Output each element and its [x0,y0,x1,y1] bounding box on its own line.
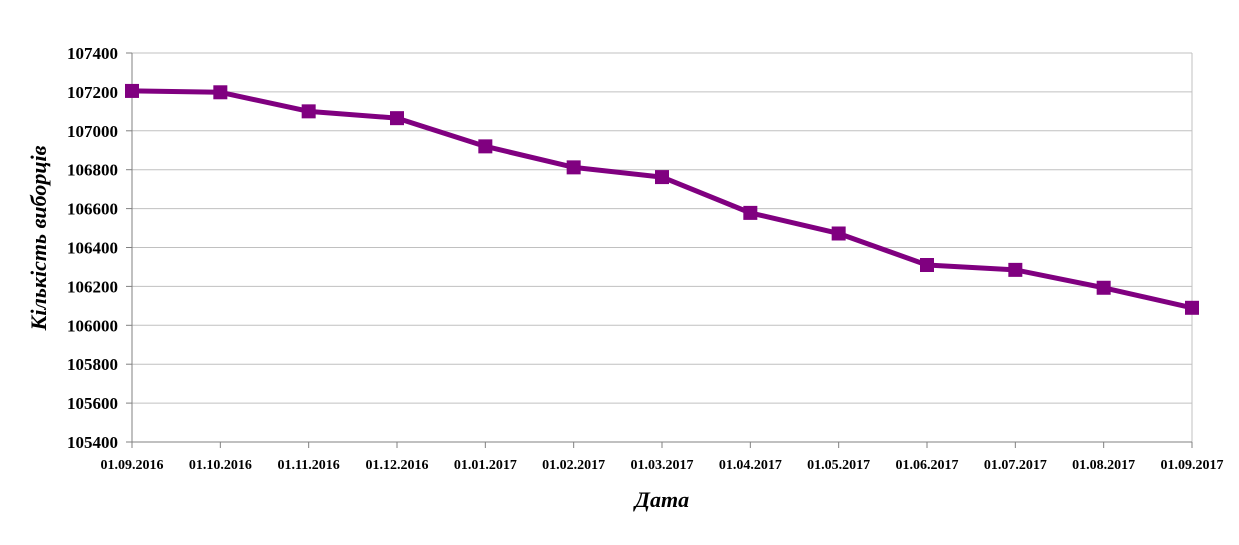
data-point-marker [125,83,139,98]
data-point-marker [655,170,669,185]
data-point-marker [213,85,228,100]
data-point-marker [1008,262,1023,277]
y-tick-label: 105800 [67,355,118,374]
y-tick-label: 107000 [67,122,118,141]
x-tick-label: 01.05.2017 [807,458,870,473]
x-tick-labels: 01.09.2016 01.10.2016 01.11.2016 01.12.2016… [101,458,1224,473]
x-tick-label: 01.08.2017 [1072,458,1135,473]
x-tick-label: 01.06.2017 [896,458,959,473]
x-tick-label: 01.07.2017 [984,458,1047,473]
data-point-marker [743,205,758,220]
gridlines [132,52,1193,443]
y-tick-label: 106800 [67,161,118,180]
y-tick-label: 105600 [67,394,118,413]
data-point-marker [566,160,581,175]
x-tick-label: 01.04.2017 [719,458,782,473]
y-tick-label: 106200 [67,277,118,296]
y-tick-label: 105400 [67,433,118,452]
series-line [131,88,1193,311]
x-tick-label: 01.09.2017 [1161,458,1224,473]
x-tick-label: 01.02.2017 [542,458,605,473]
y-tick-label: 106000 [67,316,118,335]
data-point-marker [920,258,934,273]
data-point-marker [831,226,846,241]
x-tick-label: 01.11.2016 [278,458,340,473]
y-tick-labels: 105400 105600 105800 106000 106200 106400 1066… [67,44,118,452]
series [125,83,1199,315]
x-tick-label: 01.12.2016 [366,458,429,473]
data-point-marker [1185,300,1199,315]
x-axis-title: Дата [633,487,689,512]
y-tick-label: 106400 [67,239,118,258]
y-axis-title: Кількість виборців [26,145,51,331]
x-tick-label: 01.10.2016 [189,458,252,473]
data-point-marker [478,139,493,154]
data-point-marker [390,111,404,126]
y-tick-label: 107400 [67,44,118,63]
y-tick-label: 107200 [67,83,118,102]
x-tick-label: 01.09.2016 [101,458,164,473]
y-tick-label: 106600 [67,200,118,219]
x-tick-label: 01.01.2017 [454,458,517,473]
data-point-marker [301,104,316,119]
data-point-marker [1096,280,1111,295]
axes [126,52,1193,448]
x-tick-label: 01.03.2017 [631,458,694,473]
